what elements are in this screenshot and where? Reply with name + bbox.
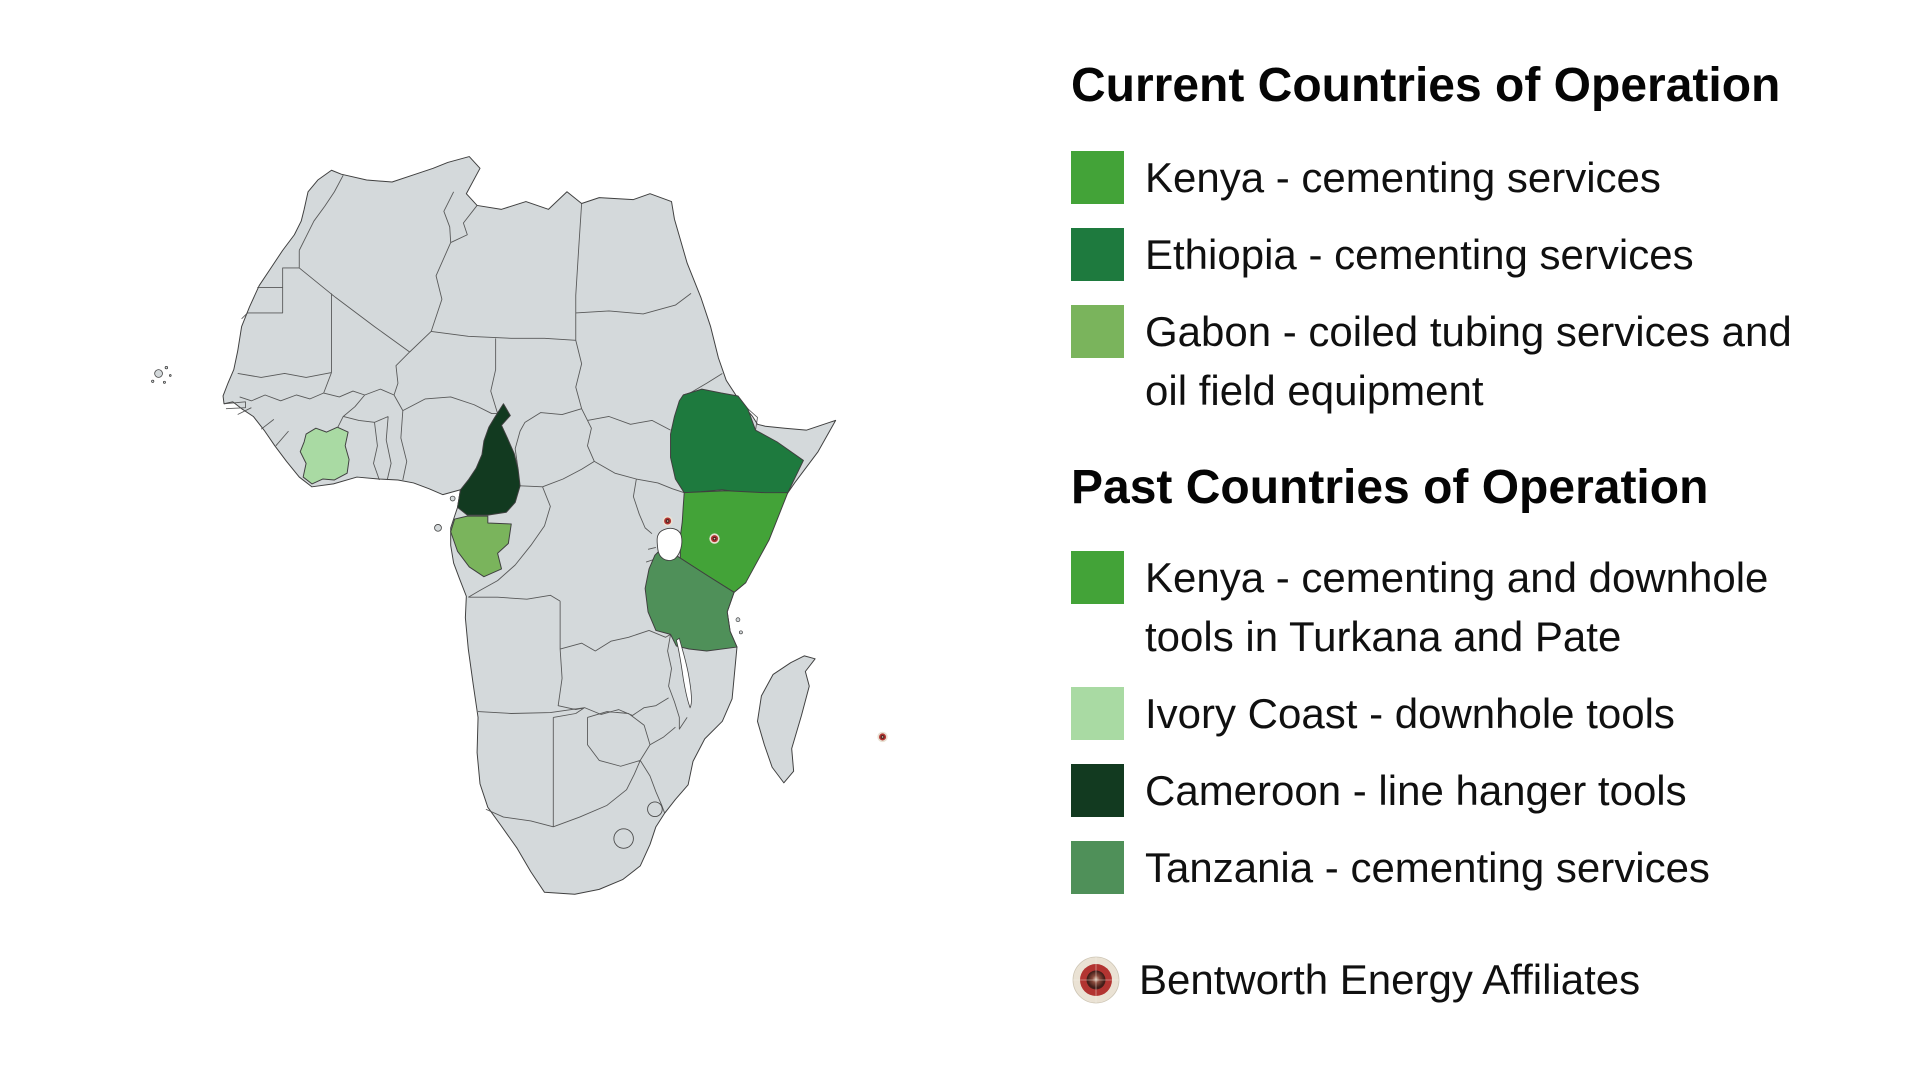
africa-mainland (222, 156, 837, 895)
africa-map (151, 156, 888, 895)
cameroon-swatch (1071, 764, 1124, 817)
legend-item-label: Tanzania - cementing services (1145, 844, 1710, 891)
kenya-swatch (1071, 551, 1124, 604)
legend-item-kenya-past: Kenya - cementing and downhole tools in … (1071, 548, 1851, 666)
legend: Current Countries of Operation Kenya - c… (1071, 58, 1851, 1005)
affiliate-marker (709, 533, 720, 544)
tanzania-swatch (1071, 841, 1124, 894)
gulf-of-guinea-islands (434, 495, 456, 532)
legend-item-kenya-current: Kenya - cementing services (1071, 148, 1851, 207)
ethiopia-swatch (1071, 228, 1124, 281)
ivory-coast-swatch (1071, 687, 1124, 740)
cape-verde-islands (151, 365, 172, 384)
legend-item-affiliates: Bentworth Energy Affiliates (1071, 955, 1851, 1005)
lake-victoria (656, 527, 683, 561)
country-gabon (450, 515, 512, 578)
affiliate-marker (877, 731, 888, 743)
affiliate-marker (662, 515, 673, 527)
legend-item-label: Kenya - cementing services (1145, 154, 1661, 201)
country-cameroon (457, 403, 521, 516)
legend-item-ethiopia: Ethiopia - cementing services (1071, 225, 1851, 284)
legend-item-label: Ivory Coast - downhole tools (1145, 690, 1675, 737)
zanzibar-islands (735, 617, 743, 635)
country-tanzania (644, 548, 738, 652)
africa-map-container (140, 128, 906, 916)
bullseye-target-icon (1072, 956, 1120, 1004)
legend-item-label: Cameroon - line hanger tools (1145, 767, 1687, 814)
legend-title-current: Current Countries of Operation (1071, 59, 1781, 112)
legend-item-gabon: Gabon - coiled tubing services and oil f… (1071, 302, 1851, 420)
legend-item-label: Gabon - coiled tubing services and oil f… (1145, 308, 1792, 414)
legend-item-cameroon: Cameroon - line hanger tools (1071, 761, 1851, 820)
affiliates-label: Bentworth Energy Affiliates (1139, 956, 1641, 1003)
legend-title-past: Past Countries of Operation (1071, 461, 1709, 514)
gabon-swatch (1071, 305, 1124, 358)
legend-item-label: Kenya - cementing and downhole tools in … (1145, 554, 1769, 660)
swaziland-enclave (647, 801, 663, 818)
lake-malawi (675, 637, 692, 709)
legend-item-label: Ethiopia - cementing services (1145, 231, 1694, 278)
lesotho-enclave (613, 828, 634, 849)
country-borders (223, 174, 758, 828)
affiliate-markers (662, 515, 888, 743)
legend-item-tanzania: Tanzania - cementing services (1071, 838, 1851, 897)
madagascar (757, 655, 816, 784)
country-ivory-coast (299, 426, 350, 485)
kenya-swatch (1071, 151, 1124, 204)
legend-item-ivory-coast: Ivory Coast - downhole tools (1071, 684, 1851, 743)
